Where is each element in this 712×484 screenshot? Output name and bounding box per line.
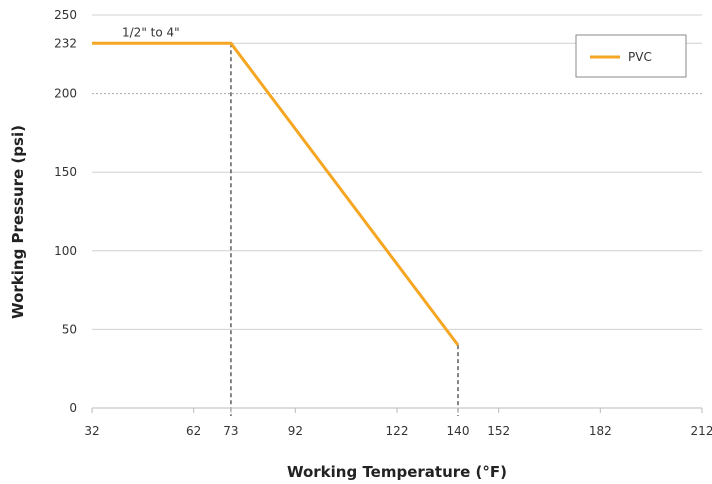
x-tick-label-92: 92 — [288, 424, 303, 438]
annotation-size-range: 1/2" to 4" — [122, 25, 180, 39]
y-tick-label-232: 232 — [54, 36, 77, 50]
legend-label-pvc: PVC — [628, 50, 652, 64]
x-tick-label-182: 182 — [589, 424, 612, 438]
axes — [91, 407, 703, 413]
x-tick-label-140: 140 — [447, 424, 470, 438]
series-line-pvc — [92, 41, 460, 347]
x-axis-title: Working Temperature (°F) — [287, 463, 507, 481]
y-tick-label-200: 200 — [54, 87, 77, 101]
x-tick-labels: 32 62 73 92 122 140 152 182 212 — [84, 424, 712, 438]
x-tick-label-212: 212 — [691, 424, 712, 438]
x-tick-label-32: 32 — [84, 424, 99, 438]
reference-lines — [230, 43, 459, 416]
legend: PVC — [575, 34, 687, 78]
y-tick-label-0: 0 — [69, 401, 77, 415]
x-tick-label-62: 62 — [186, 424, 201, 438]
y-tick-label-100: 100 — [54, 244, 77, 258]
y-tick-label-250: 250 — [54, 8, 77, 22]
series-layer — [92, 41, 460, 347]
y-tick-label-50: 50 — [62, 322, 77, 336]
y-tick-label-150: 150 — [54, 165, 77, 179]
y-tick-labels: 0 50 100 150 200 232 250 — [54, 8, 77, 415]
x-tick-label-73: 73 — [223, 424, 238, 438]
x-tick-label-122: 122 — [386, 424, 409, 438]
x-tick-label-152: 152 — [487, 424, 510, 438]
annotations: 1/2" to 4" — [122, 25, 180, 39]
y-axis-title: Working Pressure (psi) — [9, 125, 27, 319]
